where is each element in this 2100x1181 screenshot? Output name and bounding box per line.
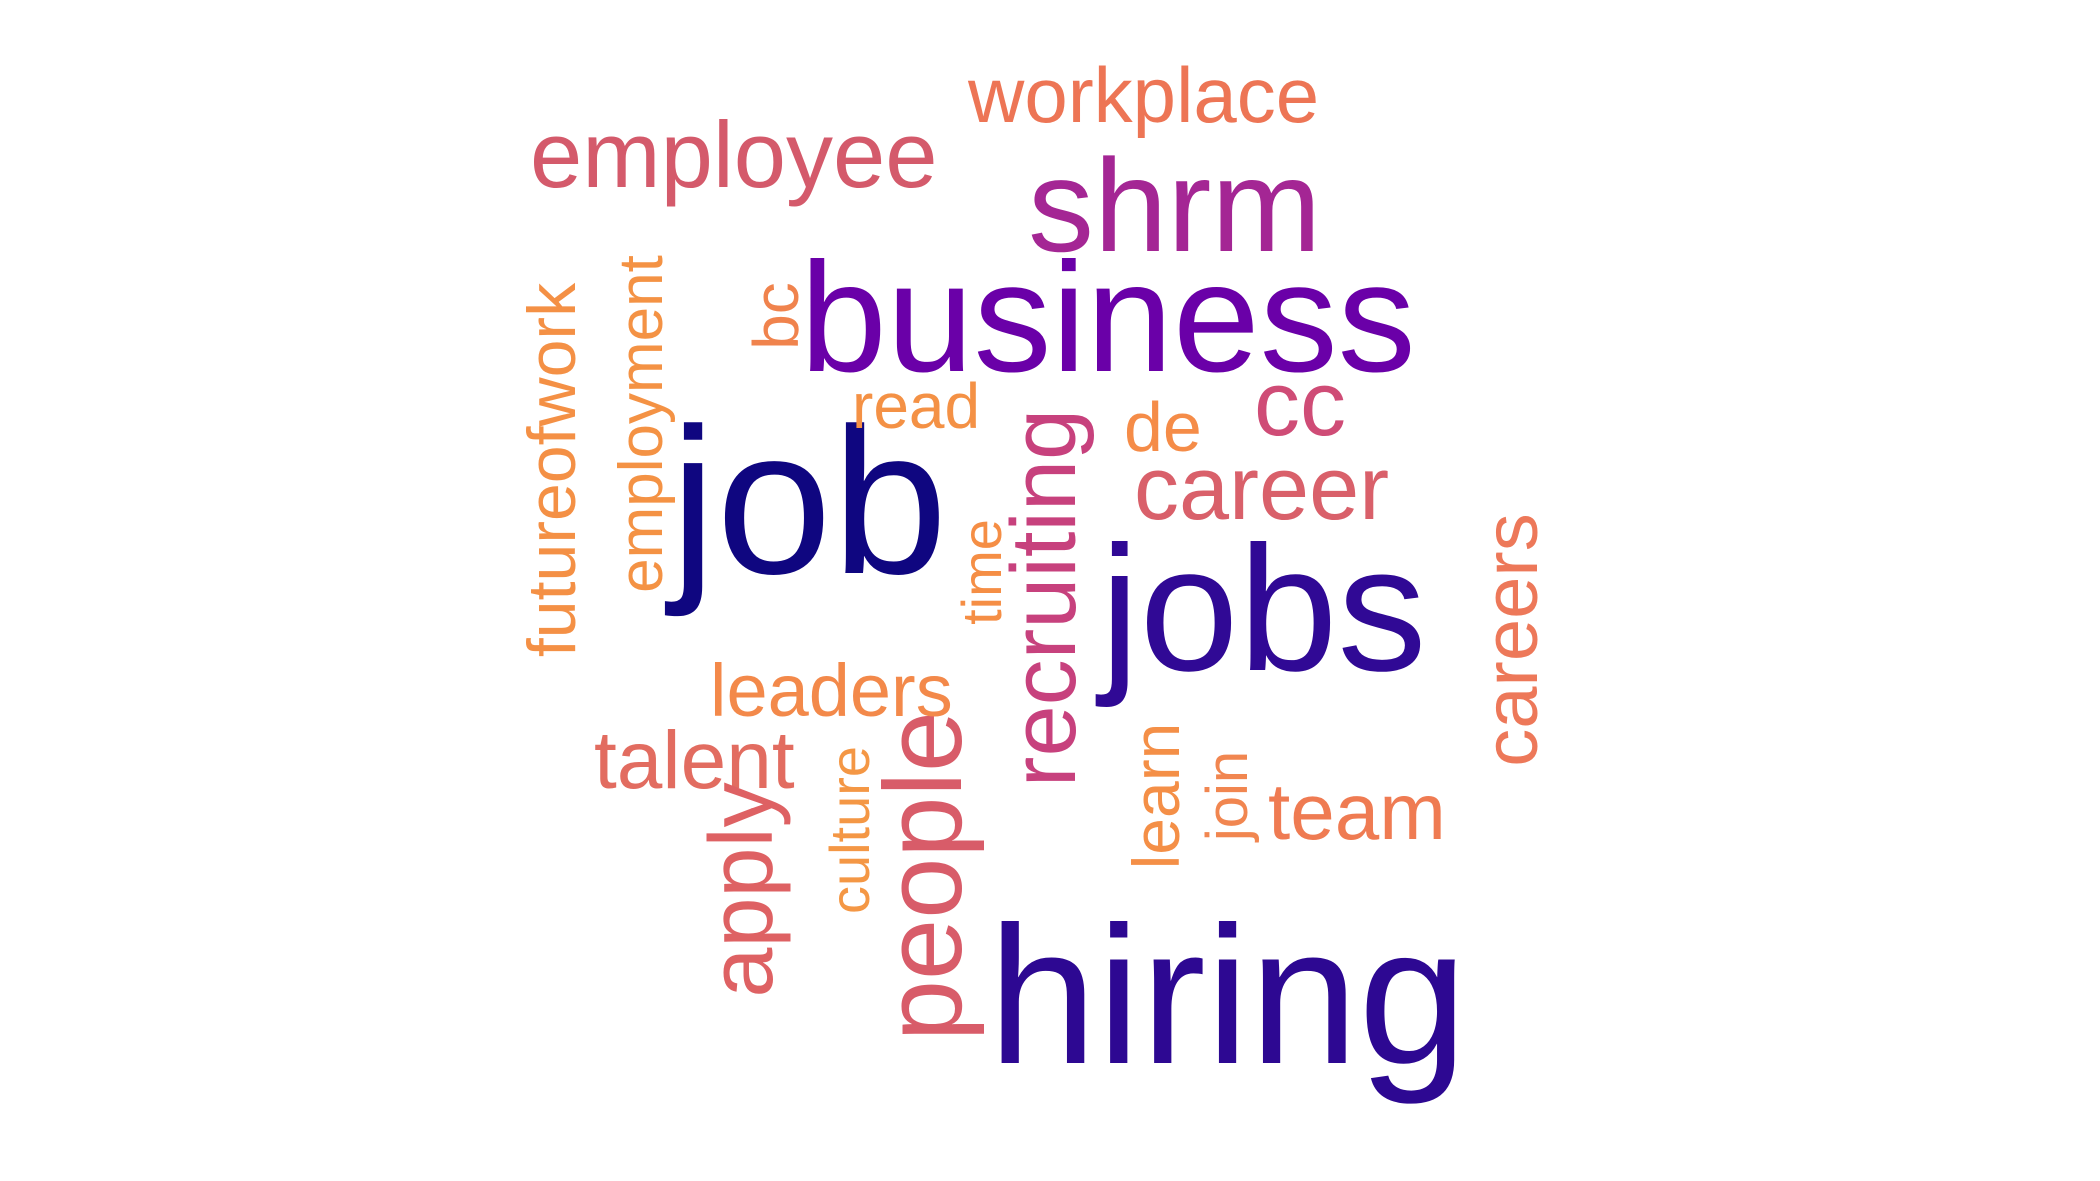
word-people: people <box>862 710 985 1042</box>
word-careers: careers <box>1469 513 1554 767</box>
word-de: de <box>1124 388 1202 466</box>
word-read: read <box>852 370 981 442</box>
word-shrm: shrm <box>1028 132 1322 279</box>
word-hiring: hiring <box>988 886 1468 1105</box>
word-workplace: workplace <box>968 51 1320 139</box>
word-team: team <box>1268 767 1446 856</box>
word-learn: learn <box>1119 722 1193 870</box>
word-talent: talent <box>594 715 795 806</box>
word-jobs: jobs <box>1100 509 1427 708</box>
word-apply: apply <box>692 782 792 998</box>
word-career: career <box>1134 439 1390 539</box>
word-culture: culture <box>818 745 881 915</box>
word-futureofwork: futureofwork <box>514 282 590 658</box>
word-leaders: leaders <box>710 649 953 732</box>
word-business: business <box>800 231 1416 405</box>
word-employment: employment <box>607 255 676 593</box>
word-employee: employee <box>530 102 938 207</box>
word-job: job <box>670 386 948 618</box>
word-join: join <box>1195 750 1260 842</box>
word-cc: cc <box>1254 353 1346 455</box>
word-bc: bc <box>740 282 812 350</box>
word-time: time <box>950 519 1013 625</box>
